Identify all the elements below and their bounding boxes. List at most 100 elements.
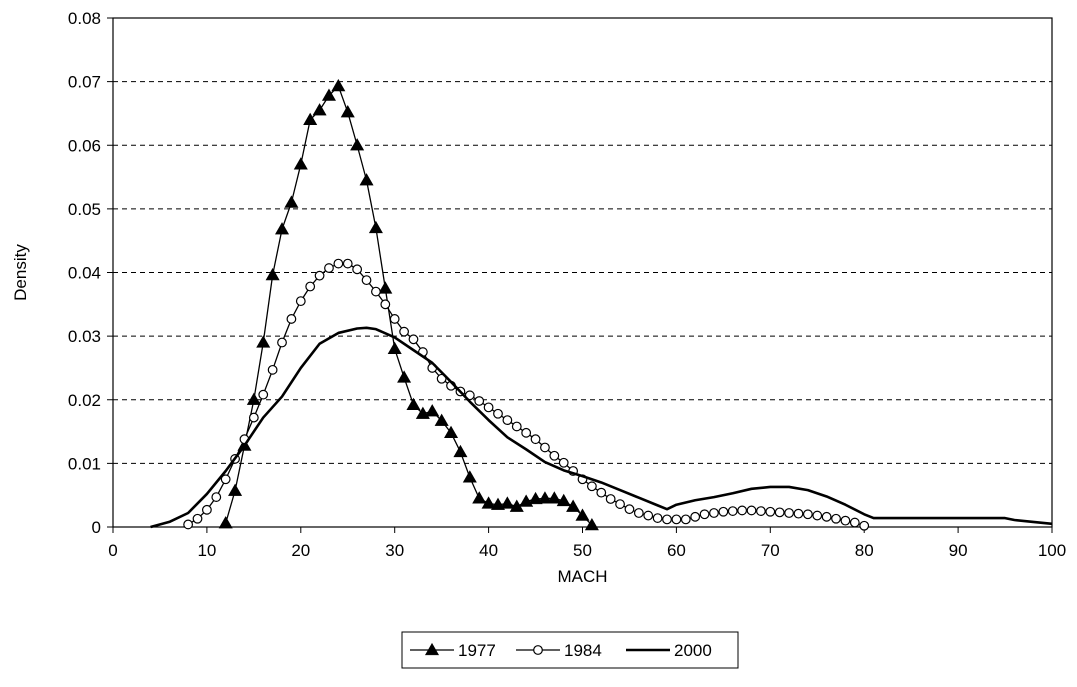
data-point-1977 <box>275 222 290 235</box>
data-point-1977 <box>321 88 336 101</box>
data-point-1984 <box>399 326 409 337</box>
data-point-1977 <box>566 499 581 512</box>
x-tick-label: 50 <box>573 541 592 560</box>
data-point-1977 <box>556 493 571 507</box>
data-point-1977 <box>265 267 280 281</box>
x-tick-label: 100 <box>1038 541 1066 560</box>
x-tick-label: 20 <box>291 541 310 560</box>
series-line-1977 <box>225 85 593 526</box>
legend-marker <box>424 642 440 656</box>
x-tick-label: 0 <box>108 541 117 560</box>
gridlines <box>113 81 1052 464</box>
data-point-1984 <box>727 506 738 516</box>
legend-label: 1984 <box>564 641 602 660</box>
data-point-1984 <box>812 510 823 521</box>
data-point-1984 <box>558 457 569 468</box>
series-2000 <box>150 326 1053 529</box>
data-point-1977 <box>350 138 365 151</box>
y-axis: 0 0.01 0.02 0.03 0.04 0.05 0.06 0.07 0.08 <box>68 9 113 537</box>
data-point-1984 <box>342 258 353 269</box>
data-point-1977 <box>312 103 327 116</box>
data-point-1984 <box>493 408 503 419</box>
data-point-1984 <box>286 314 297 324</box>
data-point-1984 <box>831 513 841 524</box>
data-point-1977 <box>284 195 299 208</box>
y-tick-label: 0.02 <box>68 391 101 410</box>
data-point-1984 <box>774 507 785 518</box>
data-point-1977 <box>228 483 243 496</box>
data-point-1984 <box>596 487 607 498</box>
y-tick-label: 0.06 <box>68 136 101 155</box>
data-point-1977 <box>490 497 506 510</box>
data-point-1984 <box>267 364 278 375</box>
y-tick-label: 0.03 <box>68 327 101 346</box>
data-point-1984 <box>586 481 597 492</box>
legend-label: 1977 <box>458 641 496 660</box>
data-point-1977 <box>472 491 487 504</box>
data-point-1984 <box>605 494 616 504</box>
data-point-1977 <box>444 425 459 439</box>
x-tick-label: 90 <box>949 541 968 560</box>
data-point-1977 <box>378 281 393 294</box>
legend-box <box>401 631 739 669</box>
data-point-1977 <box>368 220 383 234</box>
legend-item-2000: 2000 <box>626 641 712 660</box>
data-point-1984 <box>211 492 222 502</box>
data-point-1977 <box>303 112 318 125</box>
x-axis-title: MACH <box>557 567 607 586</box>
data-point-1984 <box>333 258 344 269</box>
data-point-1984 <box>709 508 719 518</box>
y-tick-label: 0.08 <box>68 9 101 28</box>
x-tick-label: 40 <box>479 541 498 560</box>
legend-label: 2000 <box>674 641 712 660</box>
y-tick-label: 0 <box>92 518 101 537</box>
data-point-1984 <box>652 513 663 523</box>
data-point-1984 <box>802 509 813 520</box>
data-point-1977 <box>462 470 477 483</box>
legend-item-1977: 1977 <box>410 641 496 660</box>
data-point-1984 <box>671 514 682 525</box>
data-point-1984 <box>549 450 560 461</box>
y-tick-label: 0.04 <box>68 264 101 283</box>
data-point-1984 <box>756 506 766 516</box>
x-tick-label: 30 <box>385 541 404 560</box>
data-point-1977 <box>453 444 468 458</box>
data-point-1984 <box>389 314 400 324</box>
data-point-1984 <box>624 504 635 515</box>
data-point-1984 <box>436 373 447 384</box>
y-tick-label: 0.01 <box>68 454 101 473</box>
data-point-1984 <box>408 334 419 345</box>
data-point-1977 <box>481 496 496 509</box>
data-point-1984 <box>643 510 654 521</box>
data-point-1984 <box>849 517 860 528</box>
data-point-1984 <box>821 511 832 522</box>
y-tick-label: 0.05 <box>68 200 101 219</box>
legend: 1977 1984 2000 <box>401 631 739 669</box>
data-point-1984 <box>662 514 672 525</box>
x-tick-label: 60 <box>667 541 686 560</box>
x-tick-label: 10 <box>197 541 216 560</box>
data-point-1984 <box>371 286 381 297</box>
data-point-1984 <box>793 508 804 519</box>
x-axis: 0 10 20 30 40 50 60 70 80 90 100 <box>108 527 1066 560</box>
data-point-1984 <box>183 519 194 530</box>
data-point-1984 <box>248 412 259 423</box>
data-point-1984 <box>521 427 532 438</box>
data-point-1984 <box>511 421 522 432</box>
data-point-1977 <box>434 413 449 426</box>
data-point-1984 <box>784 508 794 518</box>
data-point-1984 <box>474 396 485 406</box>
data-point-1984 <box>352 264 363 275</box>
data-point-1977 <box>397 370 412 383</box>
y-tick-label: 0.07 <box>68 73 101 92</box>
data-point-1984 <box>859 520 870 531</box>
data-point-1977 <box>293 157 308 170</box>
data-point-1984 <box>305 281 316 292</box>
y-axis-title: Density <box>11 244 30 301</box>
data-point-1977 <box>246 392 261 405</box>
data-point-1984 <box>540 442 550 453</box>
series-1977 <box>218 78 599 531</box>
data-point-1977 <box>547 491 562 504</box>
data-point-1984 <box>314 270 325 281</box>
